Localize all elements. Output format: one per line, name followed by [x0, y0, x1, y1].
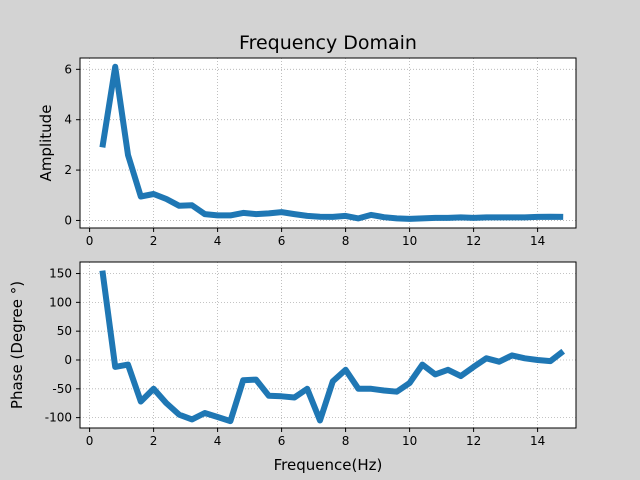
amplitude-panel: Frequency Domain 0 2 4 6 8 10 12 14 0 2 4 6 Amplitu…: [37, 32, 577, 248]
phase-x-tick-label: 2: [150, 434, 158, 448]
phase-y-tick-label: 100: [49, 295, 72, 309]
amplitude-x-tick-label: 14: [530, 234, 545, 248]
amplitude-y-axis-label: Amplitude: [37, 105, 55, 182]
amplitude-grid: [80, 58, 576, 228]
phase-x-tick-label: 6: [278, 434, 286, 448]
amplitude-x-tick-label: 4: [214, 234, 222, 248]
amplitude-series-line: [99, 63, 564, 222]
amplitude-y-tick-label: 6: [64, 62, 72, 76]
phase-series-line: [99, 270, 566, 425]
amplitude-ticks: 0 2 4 6 8 10 12 14 0 2 4 6: [64, 62, 545, 248]
amplitude-x-tick-label: 0: [86, 234, 94, 248]
amplitude-series: [99, 63, 564, 222]
amplitude-title: Frequency Domain: [239, 32, 417, 54]
amplitude-plot-area: [80, 58, 576, 228]
phase-y-axis-label: Phase (Degree °): [8, 281, 26, 409]
phase-x-tick-label: 8: [342, 434, 350, 448]
phase-x-axis-label: Frequence(Hz): [274, 456, 383, 474]
amplitude-x-tick-label: 10: [402, 234, 417, 248]
phase-y-tick-label: 150: [49, 267, 72, 281]
phase-y-tick-label: 50: [57, 324, 72, 338]
phase-x-tick-label: 10: [402, 434, 417, 448]
phase-grid: [80, 262, 576, 428]
amplitude-y-tick-label: 4: [64, 113, 72, 127]
phase-y-tick-label: -100: [45, 411, 72, 425]
amplitude-x-tick-label: 2: [150, 234, 158, 248]
amplitude-x-tick-label: 12: [466, 234, 481, 248]
amplitude-x-tick-label: 6: [278, 234, 286, 248]
phase-y-tick-label: -50: [52, 382, 72, 396]
amplitude-axes-frame: [79, 57, 577, 229]
phase-x-tick-label: 0: [86, 434, 94, 448]
amplitude-y-tick-label: 2: [64, 163, 72, 177]
phase-ticks: 0 2 4 6 8 10 12 14 -100 -50 0 50 100 150: [45, 267, 545, 448]
phase-y-tick-label: 0: [64, 353, 72, 367]
phase-axes-frame: [79, 261, 577, 429]
amplitude-x-tick-label: 8: [342, 234, 350, 248]
phase-panel: 0 2 4 6 8 10 12 14 -100 -50 0 50 100 150 Phase (Degre…: [8, 261, 577, 474]
phase-series: [99, 270, 566, 425]
phase-x-tick-label: 14: [530, 434, 545, 448]
phase-x-tick-label: 12: [466, 434, 481, 448]
phase-x-tick-label: 4: [214, 434, 222, 448]
amplitude-y-tick-label: 0: [64, 213, 72, 227]
